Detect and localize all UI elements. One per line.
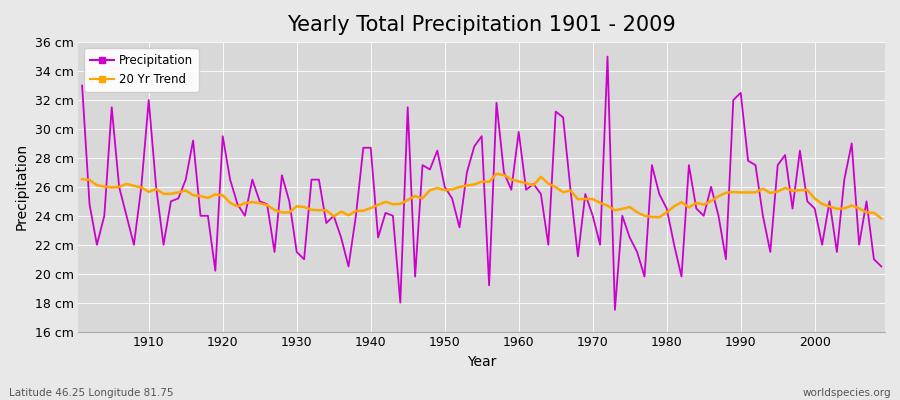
Text: worldspecies.org: worldspecies.org — [803, 388, 891, 398]
20 Yr Trend — [876, 216, 886, 221]
Precipitation — [136, 184, 147, 189]
Title: Yearly Total Precipitation 1901 - 2009: Yearly Total Precipitation 1901 - 2009 — [287, 15, 676, 35]
20 Yr Trend — [136, 185, 147, 190]
Precipitation — [506, 187, 517, 192]
Y-axis label: Precipitation: Precipitation — [15, 143, 29, 230]
Line: 20 Yr Trend: 20 Yr Trend — [82, 174, 881, 218]
20 Yr Trend — [513, 179, 524, 184]
Precipitation — [602, 54, 613, 59]
Precipitation — [76, 83, 87, 88]
Precipitation — [609, 308, 620, 312]
Legend: Precipitation, 20 Yr Trend: Precipitation, 20 Yr Trend — [85, 48, 199, 92]
20 Yr Trend — [76, 177, 87, 182]
20 Yr Trend — [609, 208, 620, 213]
Precipitation — [876, 264, 886, 269]
X-axis label: Year: Year — [467, 355, 497, 369]
20 Yr Trend — [521, 181, 532, 186]
Precipitation — [343, 264, 354, 269]
20 Yr Trend — [299, 204, 310, 209]
Line: Precipitation: Precipitation — [82, 56, 881, 310]
20 Yr Trend — [491, 172, 502, 176]
Precipitation — [299, 257, 310, 262]
Precipitation — [616, 213, 627, 218]
20 Yr Trend — [343, 213, 354, 218]
Precipitation — [513, 130, 524, 134]
Text: Latitude 46.25 Longitude 81.75: Latitude 46.25 Longitude 81.75 — [9, 388, 174, 398]
